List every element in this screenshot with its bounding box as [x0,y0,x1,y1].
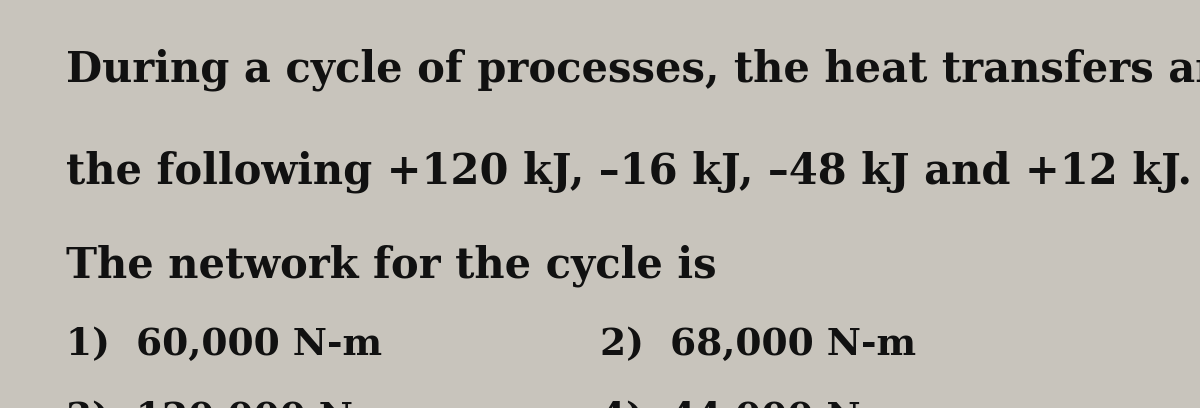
Text: 4)  44,000 N-m: 4) 44,000 N-m [600,400,916,408]
Text: 2)  68,000 N-m: 2) 68,000 N-m [600,326,916,364]
Text: The network for the cycle is: The network for the cycle is [66,245,716,287]
Text: 1)  60,000 N-m: 1) 60,000 N-m [66,326,382,364]
Text: the following +120 kJ, –16 kJ, –48 kJ and +12 kJ.: the following +120 kJ, –16 kJ, –48 kJ an… [66,151,1192,193]
Text: 3)  120,000 N-m: 3) 120,000 N-m [66,400,408,408]
Text: During a cycle of processes, the heat transfers are: During a cycle of processes, the heat tr… [66,49,1200,91]
